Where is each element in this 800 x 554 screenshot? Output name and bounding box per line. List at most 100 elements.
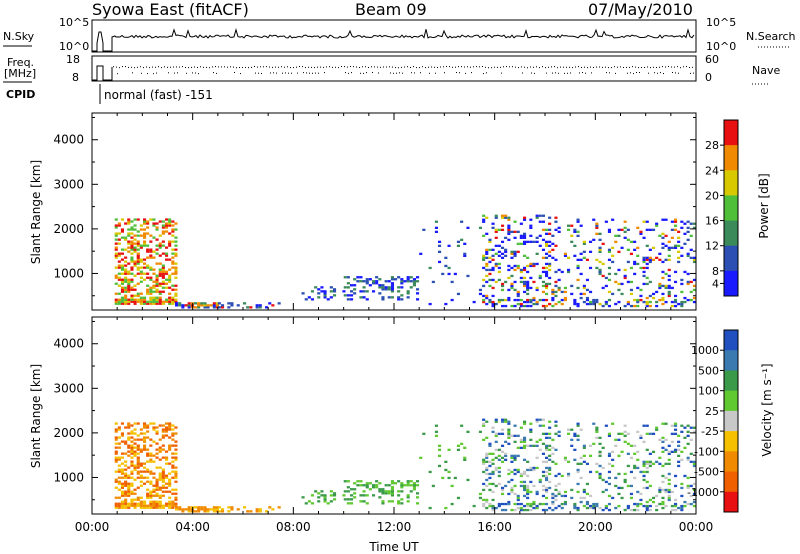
nsky-right-tick-bottom: 10^0 xyxy=(706,40,736,53)
power-cell xyxy=(127,242,131,245)
power-cell xyxy=(488,298,492,302)
velocity-cell xyxy=(501,418,505,421)
velocity-cell xyxy=(478,496,482,500)
velocity-cell xyxy=(655,428,659,431)
power-cell xyxy=(507,264,511,268)
power-cell xyxy=(683,222,687,225)
velocity-cell xyxy=(165,504,169,507)
velocity-cell xyxy=(133,442,137,445)
power-cell xyxy=(488,240,492,243)
power-cell xyxy=(381,288,385,291)
power-cell xyxy=(507,226,511,229)
velocity-cell xyxy=(510,470,514,474)
velocity-cell xyxy=(526,504,530,508)
power-cell xyxy=(670,228,674,231)
nave-dot xyxy=(195,72,196,74)
power-cell xyxy=(573,298,577,302)
velocity-cell xyxy=(494,448,498,451)
power-cell xyxy=(184,304,188,307)
velocity-cell xyxy=(576,482,580,486)
power-cell xyxy=(686,220,690,223)
nave-dot xyxy=(366,72,367,74)
power-cell xyxy=(523,280,527,284)
power-cell xyxy=(642,236,646,239)
velocity-cell xyxy=(130,476,134,479)
velocity-cell xyxy=(171,456,175,459)
power-cell xyxy=(447,266,451,270)
velocity-cell xyxy=(639,470,643,474)
velocity-cell xyxy=(124,474,128,477)
power-cell xyxy=(576,286,580,290)
velocity-cell xyxy=(642,478,646,482)
velocity-cell xyxy=(485,498,489,502)
velocity-cell xyxy=(155,452,159,455)
velocity-cell xyxy=(152,472,156,475)
freq-dot xyxy=(158,66,159,68)
power-cell xyxy=(428,302,432,306)
power-cell xyxy=(677,240,681,243)
freq-dot xyxy=(686,66,687,68)
velocity-cell xyxy=(124,468,128,471)
velocity-cell xyxy=(124,506,128,509)
power-cell xyxy=(604,302,608,306)
power-cell xyxy=(203,302,207,305)
velocity-cell xyxy=(532,444,536,447)
velocity-cell xyxy=(143,422,147,425)
power-cell xyxy=(607,250,611,253)
power-cell xyxy=(158,246,162,249)
freq-dot xyxy=(185,67,186,68)
power-cell xyxy=(595,298,599,302)
power-cell xyxy=(412,284,416,287)
power-cell xyxy=(124,222,128,225)
freq-dot xyxy=(617,66,618,68)
freq-dot xyxy=(227,66,228,68)
colorbar-segment xyxy=(724,220,738,247)
power-cell xyxy=(127,218,131,221)
velocity-cell xyxy=(406,494,410,497)
power-cell xyxy=(507,238,511,241)
velocity-cell xyxy=(460,424,464,427)
power-cell xyxy=(607,248,611,251)
velocity-cell xyxy=(130,470,134,473)
power-cell xyxy=(639,294,643,298)
power-cell xyxy=(510,266,514,270)
power-cell xyxy=(114,292,118,295)
velocity-cell xyxy=(513,484,517,488)
freq-dot xyxy=(116,66,117,68)
power-cell xyxy=(482,220,486,223)
velocity-cell xyxy=(652,462,656,465)
power-cell xyxy=(350,298,354,301)
power-cell xyxy=(181,304,185,307)
nave-tick-bottom: 0 xyxy=(705,71,712,84)
power-cell xyxy=(607,304,611,308)
power-colorbar-label: Power [dB] xyxy=(757,173,771,238)
power-cell xyxy=(614,280,618,284)
velocity-cell xyxy=(494,484,498,488)
velocity-cell xyxy=(168,478,172,481)
velocity-cell xyxy=(434,430,438,433)
power-cell xyxy=(598,268,602,272)
power-cell xyxy=(526,264,530,268)
power-cell xyxy=(165,258,169,261)
power-cell xyxy=(560,302,564,306)
velocity-cell xyxy=(607,476,611,480)
power-cell xyxy=(127,270,131,273)
power-cell xyxy=(136,256,140,259)
power-cell xyxy=(136,266,140,269)
velocity-cell xyxy=(664,476,668,480)
power-cell xyxy=(529,218,533,221)
nave-dot xyxy=(654,72,655,74)
velocity-cell xyxy=(642,470,646,474)
power-cell xyxy=(149,286,153,289)
velocity-cell xyxy=(149,458,153,461)
power-cell xyxy=(120,252,124,255)
power-cell xyxy=(381,284,385,287)
velocity-cell xyxy=(674,424,678,427)
power-cell xyxy=(689,234,693,237)
power-cell xyxy=(639,266,643,270)
power-cell xyxy=(246,306,250,309)
power-cell xyxy=(510,274,514,278)
nave-dot xyxy=(690,72,691,74)
power-cell xyxy=(463,242,467,245)
velocity-cell xyxy=(149,452,153,455)
